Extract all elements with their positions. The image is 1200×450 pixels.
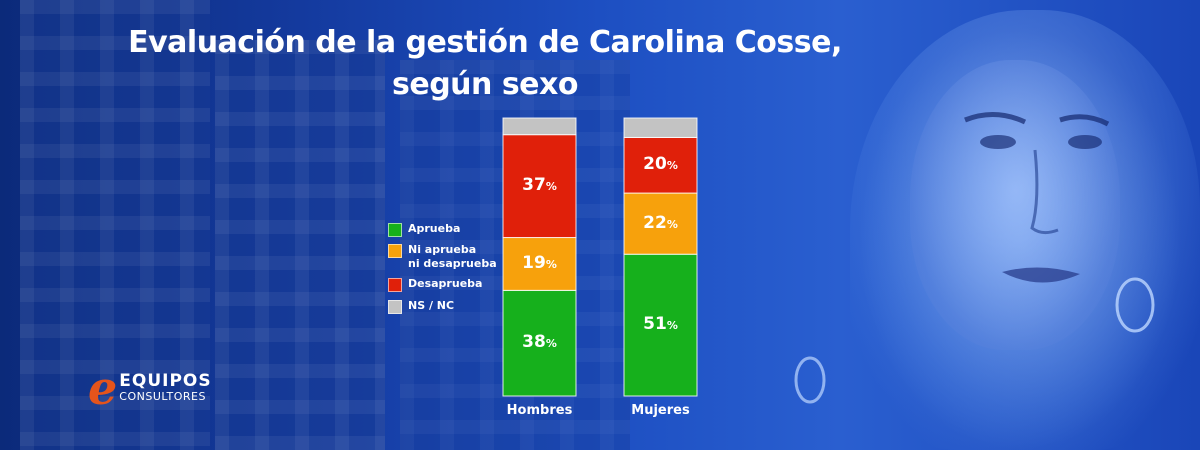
data-label-hombres-0: 38% <box>522 332 557 353</box>
background-building-left <box>20 0 210 450</box>
data-label-mujeres-2: 20% <box>643 154 678 175</box>
bar-mujeres-aprueba <box>623 253 698 397</box>
legend-label: Ni aprueba ni desaprueba <box>408 243 497 270</box>
bar-mujeres-ns-nc <box>623 117 698 138</box>
chart-title: Evaluación de la gestión de Carolina Cos… <box>0 22 970 106</box>
bar-mujeres-ni-aprueba-ni-desaprueba <box>623 192 698 255</box>
x-tick-hombres: Hombres <box>506 403 573 418</box>
bar-hombres-aprueba <box>502 289 577 397</box>
chart-title-line-1: Evaluación de la gestión de Carolina Cos… <box>128 25 842 60</box>
legend-swatch <box>388 223 402 237</box>
legend-label: Aprueba <box>408 222 461 235</box>
data-label-mujeres-0: 51% <box>643 314 678 335</box>
portrait-photo <box>740 0 1200 450</box>
data-label-mujeres-1: 22% <box>643 212 678 233</box>
legend-item-3: NS / NC <box>388 299 454 314</box>
legend-item-0: Aprueba <box>388 222 460 237</box>
equipos-consultores-logo: e EQUIPOS CONSULTORES <box>88 365 212 411</box>
legend-item-1: Ni aprueba ni desaprueba <box>388 243 497 271</box>
legend-swatch <box>388 244 402 258</box>
logo-line-1: EQUIPOS <box>119 371 212 391</box>
legend-label: Desaprueba <box>408 277 483 290</box>
logo-e-mark: e <box>88 361 118 415</box>
data-label-hombres-1: 19% <box>522 252 557 273</box>
legend-label: NS / NC <box>408 299 455 312</box>
legend-swatch <box>388 278 402 292</box>
chart-title-line-2: según sexo <box>391 67 579 102</box>
legend-item-2: Desaprueba <box>388 277 482 292</box>
data-label-hombres-2: 37% <box>522 175 557 196</box>
bar-hombres-ns-nc <box>502 117 577 136</box>
logo-line-2: CONSULTORES <box>119 390 206 403</box>
x-tick-mujeres: Mujeres <box>631 403 690 418</box>
bar-mujeres-desaprueba <box>623 136 698 194</box>
background-building-middle <box>215 40 385 450</box>
bar-hombres-ni-aprueba-ni-desaprueba <box>502 237 577 291</box>
legend-swatch <box>388 300 402 314</box>
